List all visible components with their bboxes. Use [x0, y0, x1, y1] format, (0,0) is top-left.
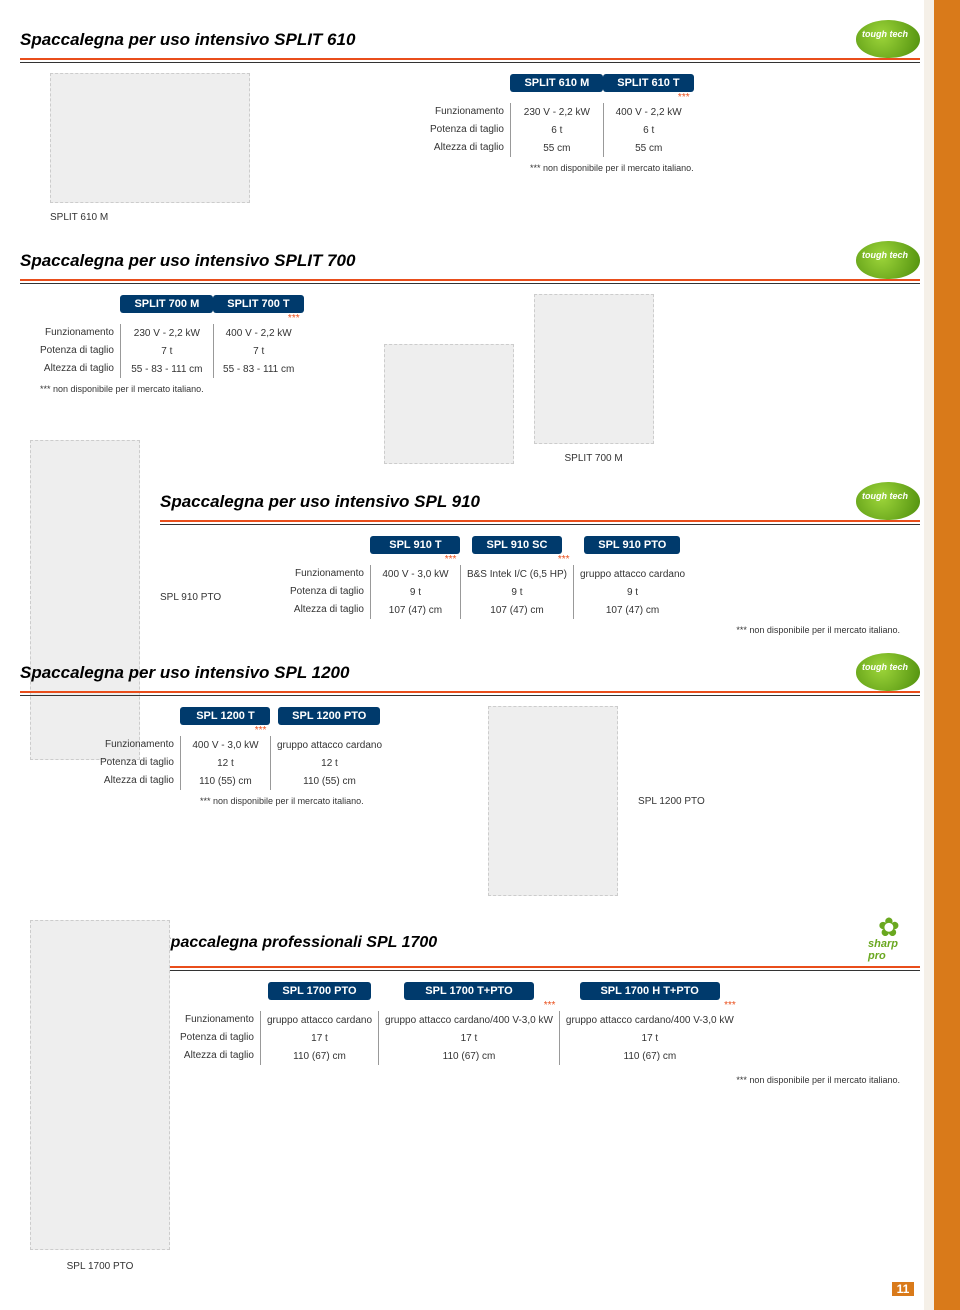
right-stripe	[934, 0, 960, 1310]
spec-table-1200: SPL 1200 T SPL 1200 PTO *** Funzionament…	[100, 706, 388, 790]
image-caption: SPL 1200 PTO	[638, 796, 705, 807]
section-title: Spaccalegna per uso intensivo SPLIT 700	[20, 251, 355, 271]
col-header: SPL 910 T	[370, 536, 460, 554]
col-header: SPL 1200 T	[180, 707, 270, 725]
page-number: 11	[892, 1282, 914, 1296]
toughtech-logo-icon	[856, 482, 920, 520]
toughtech-logo-icon	[856, 241, 920, 279]
footnote: *** non disponibile per il mercato itali…	[160, 625, 900, 635]
product-image-700-small	[384, 344, 514, 464]
product-image-610	[50, 73, 250, 203]
col-header: SPL 910 SC	[472, 536, 562, 554]
sharppro-logo-icon	[860, 914, 920, 966]
col-header: SPL 1700 T+PTO	[404, 982, 534, 1000]
section-title: Spaccalegna professionali SPL 1700	[160, 934, 437, 952]
image-caption: SPLIT 610 M	[50, 212, 290, 223]
col-header: SPLIT 700 T	[213, 295, 303, 313]
col-header: SPL 1200 PTO	[278, 707, 380, 725]
col-header: SPL 1700 H T+PTO	[580, 982, 720, 1000]
section-title: Spaccalegna per uso intensivo SPL 910	[160, 492, 480, 512]
col-header: SPL 1700 PTO	[268, 982, 370, 1000]
section-spl-1200: Spaccalegna per uso intensivo SPL 1200 S…	[20, 653, 920, 896]
toughtech-logo-icon	[856, 653, 920, 691]
col-header: SPLIT 700 M	[120, 295, 213, 313]
right-stripe-inner	[924, 0, 934, 1310]
spec-table-1700: SPL 1700 PTO SPL 1700 T+PTO SPL 1700 H T…	[180, 981, 740, 1065]
image-caption: SPL 910 PTO	[160, 592, 290, 603]
section-title: Spaccalegna per uso intensivo SPL 1200	[20, 663, 349, 683]
section-spl-1700: Spaccalegna professionali SPL 1700 SPL 1…	[160, 914, 920, 1085]
spec-table-610: SPLIT 610 M SPLIT 610 T *** Funzionament…	[430, 73, 694, 157]
product-image-1700	[30, 920, 170, 1250]
footnote: *** non disponibile per il mercato itali…	[430, 163, 694, 173]
section-spl-910: Spaccalegna per uso intensivo SPL 910 SP…	[160, 482, 920, 635]
col-header: SPLIT 610 M	[510, 74, 603, 92]
footnote: *** non disponibile per il mercato itali…	[160, 1075, 900, 1085]
toughtech-logo-icon	[856, 20, 920, 58]
page: Spaccalegna per uso intensivo SPLIT 610 …	[0, 0, 960, 1310]
section-title: Spaccalegna per uso intensivo SPLIT 610	[20, 30, 355, 50]
product-image-700	[534, 294, 654, 444]
spec-table-910: SPL 910 T SPL 910 SC SPL 910 PTO ****** …	[290, 535, 691, 619]
footnote: *** non disponibile per il mercato itali…	[40, 384, 304, 394]
image-caption: SPLIT 700 M	[534, 453, 654, 464]
col-header: SPL 910 PTO	[584, 536, 680, 554]
image-caption: SPL 1700 PTO	[30, 1261, 170, 1272]
footnote: *** non disponibile per il mercato itali…	[200, 796, 388, 806]
section-split-700: Spaccalegna per uso intensivo SPLIT 700 …	[20, 241, 920, 464]
product-image-1700-wrap: SPL 1700 PTO	[30, 920, 170, 1272]
spec-table-700: SPLIT 700 M SPLIT 700 T *** Funzionament…	[40, 294, 304, 378]
product-image-1200	[488, 706, 618, 896]
col-header: SPLIT 610 T	[603, 74, 693, 92]
section-split-610: Spaccalegna per uso intensivo SPLIT 610 …	[20, 20, 920, 223]
